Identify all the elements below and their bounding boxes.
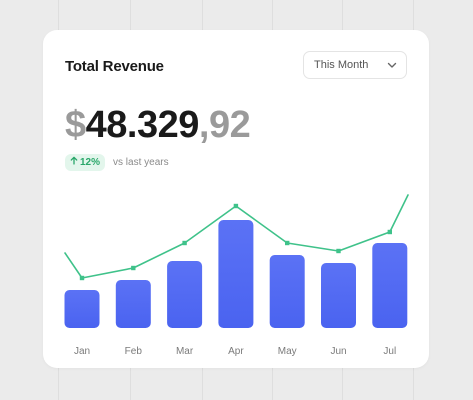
amount-currency: $ xyxy=(65,104,86,146)
period-select[interactable]: This Month xyxy=(303,51,407,79)
bar-feb[interactable] xyxy=(115,280,151,328)
x-tick-feb: Feb xyxy=(125,346,143,357)
revenue-amount: $48.329,92 xyxy=(65,104,251,146)
bar-jan[interactable] xyxy=(64,290,100,328)
x-tick-jul: Jul xyxy=(383,346,396,357)
x-tick-mar: Mar xyxy=(176,346,194,357)
card-title: Total Revenue xyxy=(65,58,164,75)
amount-separator: , xyxy=(198,104,210,146)
bar-may[interactable] xyxy=(269,255,305,328)
change-text: vs last years xyxy=(113,157,169,168)
x-tick-jun: Jun xyxy=(330,346,346,357)
bar-jun[interactable] xyxy=(321,263,356,328)
change-badge: 12% xyxy=(65,154,106,171)
x-tick-apr: Apr xyxy=(228,346,244,357)
bar-mar[interactable] xyxy=(167,261,203,328)
trend-point-jan[interactable] xyxy=(79,275,85,281)
chevron-down-icon xyxy=(386,59,398,71)
trend-point-jul[interactable] xyxy=(387,229,392,235)
change-value: 12% xyxy=(80,156,101,168)
amount-decimal: 92 xyxy=(208,104,251,146)
trend-point-jun[interactable] xyxy=(336,248,341,254)
bar-jul[interactable] xyxy=(372,243,408,328)
x-tick-may: May xyxy=(278,346,297,357)
bar-apr[interactable] xyxy=(218,220,254,328)
trend-point-feb[interactable] xyxy=(131,265,136,271)
trend-point-mar[interactable] xyxy=(182,240,187,246)
revenue-change: 12% vs last years xyxy=(65,154,169,171)
revenue-card: Total Revenue This Month $48.329,92 12% … xyxy=(43,30,429,368)
trend-point-may[interactable] xyxy=(285,240,290,246)
arrow-up-icon xyxy=(70,156,78,169)
period-select-value: This Month xyxy=(314,59,369,71)
trend-point-apr[interactable] xyxy=(233,203,239,209)
revenue-chart: Jan Feb Mar Apr May Jun Jul xyxy=(64,194,409,357)
x-tick-jan: Jan xyxy=(74,346,90,357)
amount-integer: 48.329 xyxy=(85,104,200,146)
